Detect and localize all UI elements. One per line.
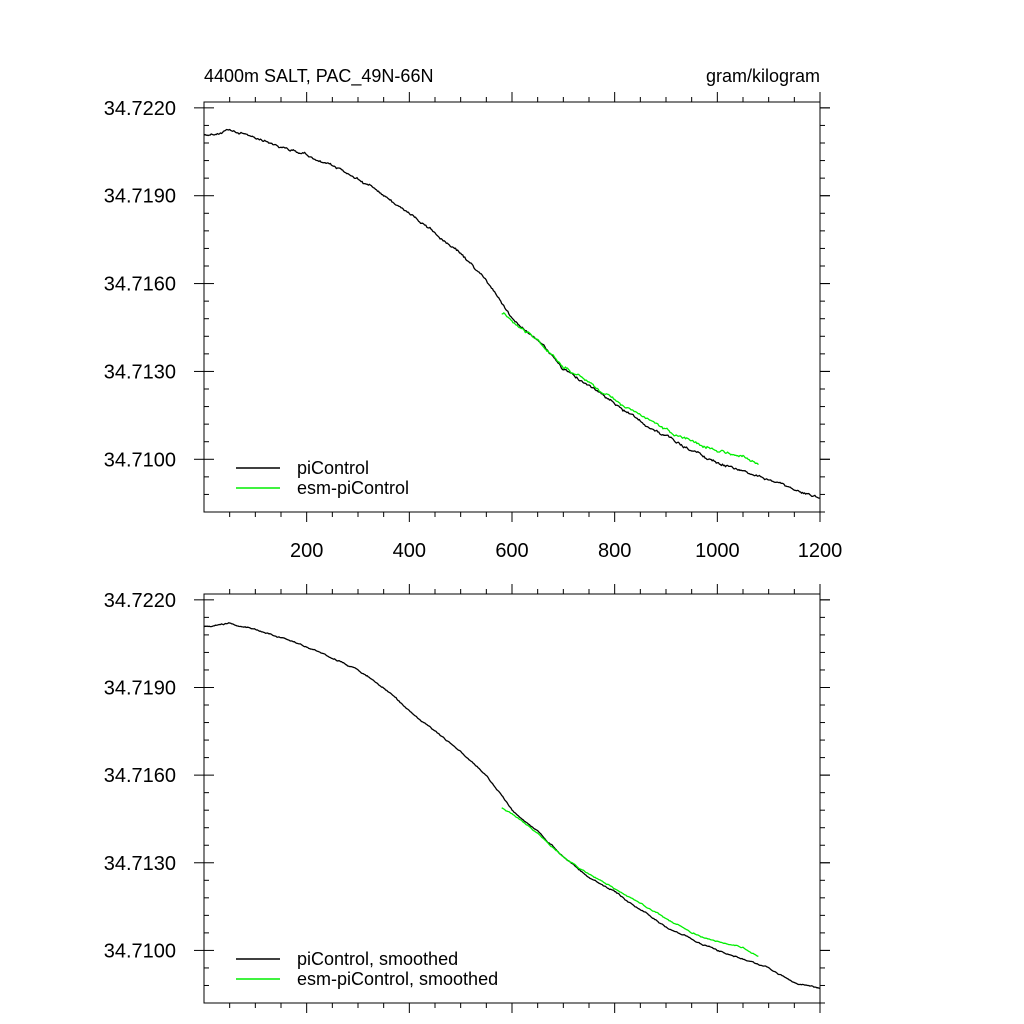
bottom-panel: 34.7100 34.7130 34.7160 34.7190 34.7220 piCon… — [104, 584, 830, 1013]
legend-label: piControl — [297, 458, 369, 478]
y-tick-label: 34.7130 — [104, 361, 176, 383]
plot-frame — [203, 101, 821, 513]
legend-label: esm-piControl — [297, 478, 409, 498]
series-line-picontrol — [203, 128, 821, 499]
x-tick-label: 600 — [495, 540, 528, 562]
y-tick-label: 34.7160 — [104, 765, 176, 787]
legend-label: esm-piControl, smoothed — [297, 969, 498, 989]
x-tick-label: 400 — [393, 540, 426, 562]
y-tick-label: 34.7190 — [104, 186, 176, 208]
x-tick-label: 1000 — [695, 540, 740, 562]
series-line-esm-picontrol — [501, 312, 759, 466]
chart-units-label: gram/kilogram — [706, 66, 820, 86]
plot-frame — [203, 593, 821, 1004]
y-tick-label: 34.7220 — [104, 590, 176, 612]
x-tick-label: 1200 — [798, 540, 843, 562]
y-tick-label: 34.7100 — [104, 449, 176, 471]
y-tick-label: 34.7100 — [104, 940, 176, 962]
y-tick-label: 34.7190 — [104, 677, 176, 699]
x-tick-label: 800 — [598, 540, 631, 562]
series-line-picontrol — [203, 622, 820, 989]
x-tick-label: 200 — [290, 540, 323, 562]
y-tick-label: 34.7130 — [104, 853, 176, 875]
chart-title-left: 4400m SALT, PAC_49N-66N — [204, 66, 433, 87]
y-tick-label: 34.7220 — [104, 98, 176, 120]
series-line-esm-picontrol — [501, 807, 759, 957]
top-panel: 34.7100 34.7130 34.7160 34.7190 34.7220 200 40… — [104, 92, 843, 562]
y-tick-label: 34.7160 — [104, 274, 176, 296]
legend-label: piControl, smoothed — [297, 949, 458, 969]
